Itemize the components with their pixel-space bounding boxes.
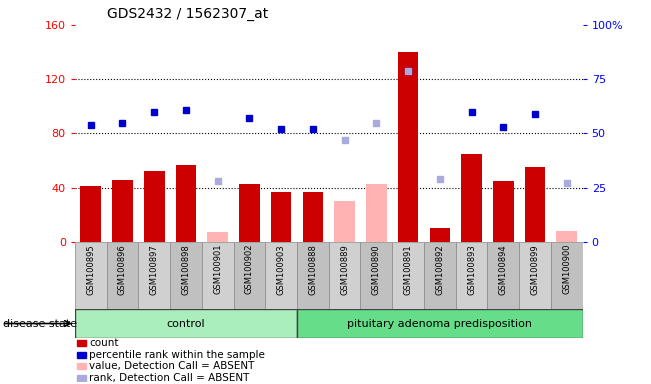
Bar [297,242,329,309]
Bar [75,309,297,338]
Bar [77,363,85,369]
Bar [366,184,387,242]
Bar [77,340,85,346]
Text: GSM100889: GSM100889 [340,244,349,295]
Bar [271,192,292,242]
Bar [208,232,228,242]
Bar [519,242,551,309]
Text: GSM100892: GSM100892 [436,244,445,295]
Bar [488,242,519,309]
Bar [202,242,234,309]
Bar [392,242,424,309]
Bar [335,201,355,242]
Bar [303,192,323,242]
Bar [557,231,577,242]
Bar [170,242,202,309]
Bar [551,242,583,309]
Bar [112,180,133,242]
Text: GSM100894: GSM100894 [499,244,508,295]
Text: value, Detection Call = ABSENT: value, Detection Call = ABSENT [89,361,255,371]
Text: disease state: disease state [3,318,77,329]
Bar [398,52,419,242]
Text: GSM100898: GSM100898 [182,244,191,295]
Text: GSM100890: GSM100890 [372,244,381,295]
Text: GSM100897: GSM100897 [150,244,159,295]
Text: GDS2432 / 1562307_at: GDS2432 / 1562307_at [107,7,269,21]
Bar [266,242,297,309]
Text: GSM100888: GSM100888 [309,244,318,295]
Bar [144,171,165,242]
Bar [239,184,260,242]
Text: GSM100901: GSM100901 [213,244,222,295]
Text: count: count [89,338,118,348]
Text: GSM100902: GSM100902 [245,244,254,295]
Text: rank, Detection Call = ABSENT: rank, Detection Call = ABSENT [89,372,249,383]
Text: GSM100893: GSM100893 [467,244,476,295]
Bar [81,186,101,242]
Text: GSM100900: GSM100900 [562,244,572,295]
Bar [234,242,266,309]
Bar [462,154,482,242]
Bar [361,242,392,309]
Bar [430,228,450,242]
Text: pituitary adenoma predisposition: pituitary adenoma predisposition [348,318,533,329]
Bar [77,374,85,381]
Bar [176,165,196,242]
Text: GSM100895: GSM100895 [86,244,95,295]
Text: GSM100896: GSM100896 [118,244,127,295]
Bar [107,242,138,309]
Text: GSM100891: GSM100891 [404,244,413,295]
Bar [456,242,488,309]
Bar [493,181,514,242]
Text: GSM100903: GSM100903 [277,244,286,295]
Text: control: control [167,318,205,329]
Bar [75,242,107,309]
Bar [77,352,85,358]
Bar [424,242,456,309]
Text: percentile rank within the sample: percentile rank within the sample [89,350,265,360]
Bar [329,242,361,309]
Bar [525,167,546,242]
Text: GSM100899: GSM100899 [531,244,540,295]
Bar [139,242,170,309]
Bar [297,309,583,338]
